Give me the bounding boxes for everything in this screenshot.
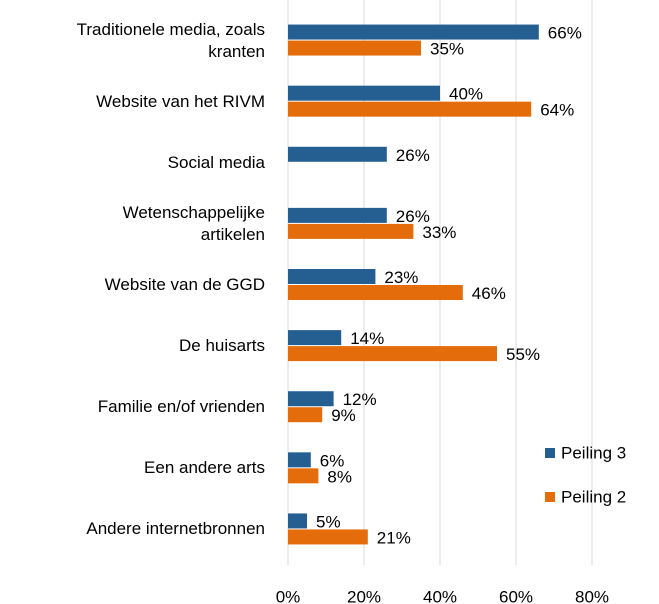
category-label: Een andere arts bbox=[144, 458, 265, 478]
bar bbox=[288, 452, 311, 468]
value-label: 55% bbox=[506, 345, 540, 364]
x-tick-label: 40% bbox=[423, 587, 457, 604]
value-label: 12% bbox=[343, 390, 377, 409]
x-tick-label: 20% bbox=[347, 587, 381, 604]
legend-label: Peiling 3 bbox=[561, 443, 626, 462]
bar bbox=[288, 85, 440, 101]
value-label: 14% bbox=[350, 329, 384, 348]
category-label: De huisarts bbox=[179, 336, 265, 356]
category-label: Familie en/of vrienden bbox=[97, 397, 265, 417]
value-label: 8% bbox=[327, 467, 352, 486]
x-tick-label: 60% bbox=[499, 587, 533, 604]
legend-swatch bbox=[545, 448, 555, 458]
bar bbox=[288, 40, 421, 56]
bar bbox=[288, 207, 387, 223]
category-label: Website van de GGD bbox=[104, 275, 265, 294]
category-label: Wetenschappelijke artikelen bbox=[122, 202, 265, 244]
value-label: 26% bbox=[396, 207, 430, 226]
bar bbox=[288, 391, 334, 407]
value-label: 23% bbox=[384, 268, 418, 287]
value-label: 64% bbox=[540, 101, 574, 120]
bar bbox=[288, 513, 307, 529]
category-label: Traditionele media, zoals kranten bbox=[76, 19, 265, 61]
value-label: 66% bbox=[548, 24, 582, 43]
legend-label: Peiling 2 bbox=[561, 487, 626, 506]
value-label: 5% bbox=[316, 512, 341, 531]
value-label: 9% bbox=[331, 406, 356, 425]
category-label: Website van het RIVM bbox=[96, 91, 265, 111]
bar bbox=[288, 269, 376, 284]
bar bbox=[288, 330, 342, 346]
value-label: 21% bbox=[377, 528, 411, 547]
value-label: 35% bbox=[430, 40, 464, 59]
bar bbox=[288, 223, 414, 239]
bar bbox=[288, 529, 368, 545]
x-tick-label: 80% bbox=[575, 587, 609, 604]
bar bbox=[288, 146, 387, 162]
bar bbox=[288, 407, 323, 423]
value-label: 33% bbox=[422, 223, 456, 242]
category-label: Social media bbox=[167, 152, 265, 172]
category-label: Andere internetbronnen bbox=[86, 519, 265, 539]
value-label: 26% bbox=[396, 146, 430, 165]
value-label: 46% bbox=[472, 284, 506, 303]
x-tick-label: 0% bbox=[276, 587, 301, 604]
bar bbox=[288, 468, 319, 484]
bar bbox=[288, 285, 463, 300]
value-label: 40% bbox=[449, 85, 483, 104]
value-label: 6% bbox=[320, 451, 345, 470]
bar bbox=[288, 346, 497, 362]
bar bbox=[288, 24, 539, 40]
legend-swatch bbox=[545, 492, 555, 502]
bar bbox=[288, 101, 532, 117]
